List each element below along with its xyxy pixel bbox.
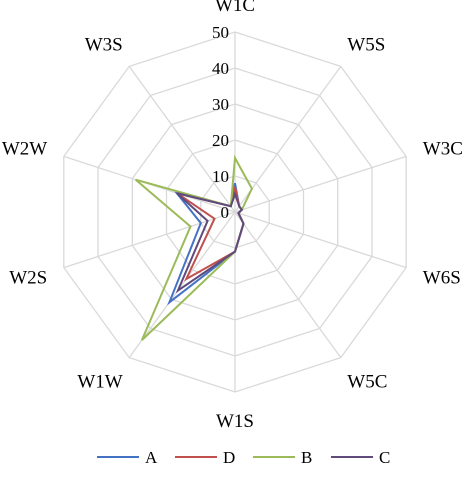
category-label-w6s: W6S bbox=[423, 267, 461, 288]
category-label-w1w: W1W bbox=[77, 371, 122, 392]
category-label-w2s: W2S bbox=[9, 267, 47, 288]
category-label-w1c: W1C bbox=[215, 0, 255, 16]
spoke-w2s bbox=[63, 211, 236, 269]
tick-label-20: 20 bbox=[212, 131, 229, 150]
spoke-w3c bbox=[234, 155, 407, 213]
legend-label-c: C bbox=[379, 448, 390, 467]
tick-label-40: 40 bbox=[212, 59, 229, 78]
category-label-w1s: W1S bbox=[216, 411, 254, 432]
grid-layer bbox=[63, 31, 407, 393]
spoke-w5s bbox=[234, 66, 342, 213]
grid-ring-10 bbox=[200, 175, 270, 249]
spoke-w1w bbox=[128, 211, 236, 358]
category-label-w5s: W5S bbox=[347, 35, 385, 56]
legend-label-d: D bbox=[223, 448, 235, 467]
series-line-c bbox=[175, 190, 245, 294]
legend-label-b: B bbox=[301, 448, 312, 467]
tick-label-0: 0 bbox=[221, 203, 230, 222]
spoke-w5c bbox=[234, 211, 342, 358]
tick-label-10: 10 bbox=[212, 167, 229, 186]
category-labels: W1C W5S W3C W6S W5C W1S W1W W2S W2W W3S bbox=[2, 0, 463, 432]
tick-label-30: 30 bbox=[212, 95, 229, 114]
grid-ring-40 bbox=[97, 67, 373, 357]
grid-ring-30 bbox=[131, 103, 339, 321]
category-label-w2w: W2W bbox=[2, 139, 47, 160]
spoke-w3s bbox=[128, 66, 236, 213]
category-label-w3s: W3S bbox=[85, 35, 123, 56]
grid-ring-50 bbox=[63, 31, 407, 393]
tick-label-50: 50 bbox=[212, 23, 229, 42]
grid-ring-20 bbox=[165, 139, 305, 285]
tick-labels: 0 10 20 30 40 50 bbox=[212, 23, 229, 222]
spoke-w6s bbox=[234, 211, 407, 269]
legend-label-a: A bbox=[145, 448, 158, 467]
series-layer bbox=[135, 154, 254, 341]
category-label-w5c: W5C bbox=[347, 371, 387, 392]
category-label-w3c: W3C bbox=[423, 139, 463, 160]
